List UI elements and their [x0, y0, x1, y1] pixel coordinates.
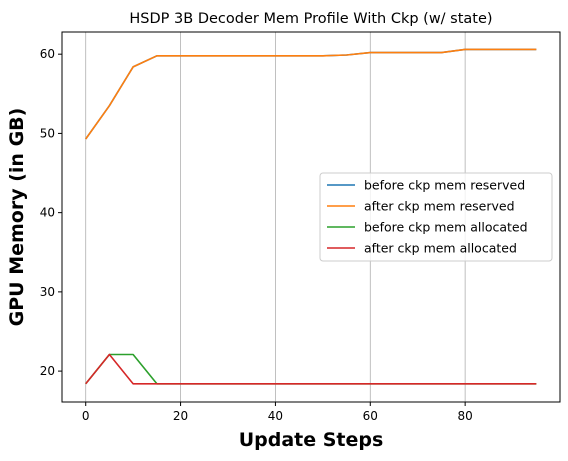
legend-entry: before ckp mem reserved [364, 178, 525, 193]
y-axis-ticks: 20 30 40 50 60 [40, 47, 62, 378]
y-tick-label: 40 [40, 206, 55, 220]
legend-entry: after ckp mem reserved [364, 199, 515, 214]
legend: before ckp mem reserved after ckp mem res… [319, 172, 553, 262]
series-line [85, 48, 537, 140]
y-tick-label: 60 [40, 47, 55, 61]
x-tick-label: 60 [363, 409, 378, 423]
x-tick-label: 80 [458, 409, 473, 423]
y-tick-label: 50 [40, 126, 55, 140]
x-tick-label: 40 [268, 409, 283, 423]
x-axis-label: Update Steps [239, 429, 384, 451]
series-line [85, 353, 537, 385]
x-tick-label: 0 [82, 409, 90, 423]
x-axis-ticks: 0 20 40 60 80 [82, 402, 473, 423]
y-tick-label: 30 [40, 285, 55, 299]
y-tick-label: 20 [40, 364, 55, 378]
series-line [85, 48, 537, 140]
y-axis-label: GPU Memory (in GB) [6, 108, 28, 327]
series-layer [85, 48, 537, 385]
chart-title: HSDP 3B Decoder Mem Profile With Ckp (w/… [129, 11, 492, 27]
legend-entry: before ckp mem allocated [364, 220, 528, 235]
legend-entry: after ckp mem allocated [364, 241, 517, 256]
series-line [85, 353, 537, 385]
x-tick-label: 20 [173, 409, 188, 423]
plot-frame [61, 31, 561, 403]
legend-frame [319, 172, 553, 262]
